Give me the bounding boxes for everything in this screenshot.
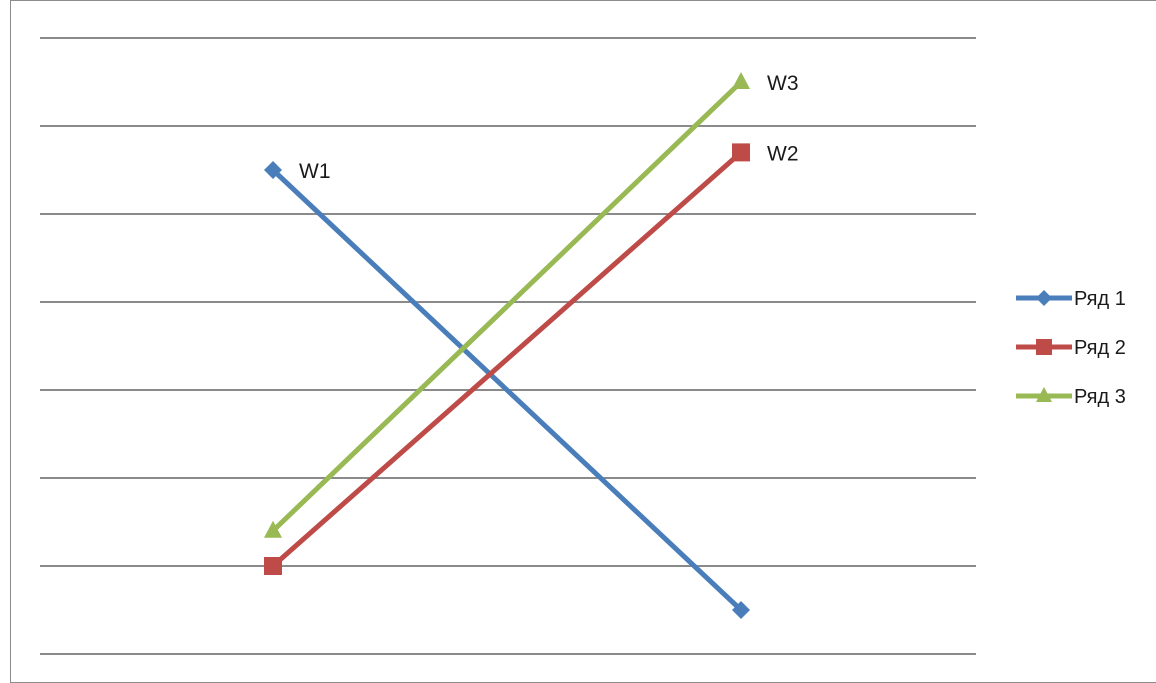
series-line: [270, 167, 744, 613]
legend-label: Ряд 3: [1074, 386, 1126, 408]
data-labels: W1 W2 W3: [299, 72, 799, 183]
legend-item: Ряд 1: [1016, 288, 1126, 310]
series-1: [264, 161, 750, 619]
data-point: [264, 557, 282, 575]
legend-marker: [1036, 339, 1052, 355]
data-label: W2: [767, 142, 799, 165]
legend-marker: [1036, 387, 1052, 402]
series-3: [264, 72, 750, 538]
series-2: [264, 143, 750, 575]
data-point: [732, 601, 750, 619]
legend: Ряд 1 Ряд 2 Ряд 3: [1016, 288, 1126, 408]
legend-marker: [1036, 290, 1052, 306]
legend-item: Ряд 2: [1016, 337, 1126, 359]
data-point: [264, 161, 282, 179]
data-label: W3: [767, 72, 799, 95]
series-layer: [264, 72, 750, 619]
legend-label: Ряд 1: [1074, 288, 1126, 310]
data-point: [264, 520, 282, 538]
data-label: W1: [299, 160, 331, 183]
data-point: [732, 143, 750, 162]
legend-item: Ряд 3: [1016, 386, 1126, 408]
legend-label: Ряд 2: [1074, 337, 1126, 359]
series-line: [270, 79, 744, 534]
series-line: [270, 149, 744, 569]
gridlines: [40, 37, 976, 655]
chart-frame: [10, 0, 1156, 683]
data-point: [732, 72, 750, 89]
